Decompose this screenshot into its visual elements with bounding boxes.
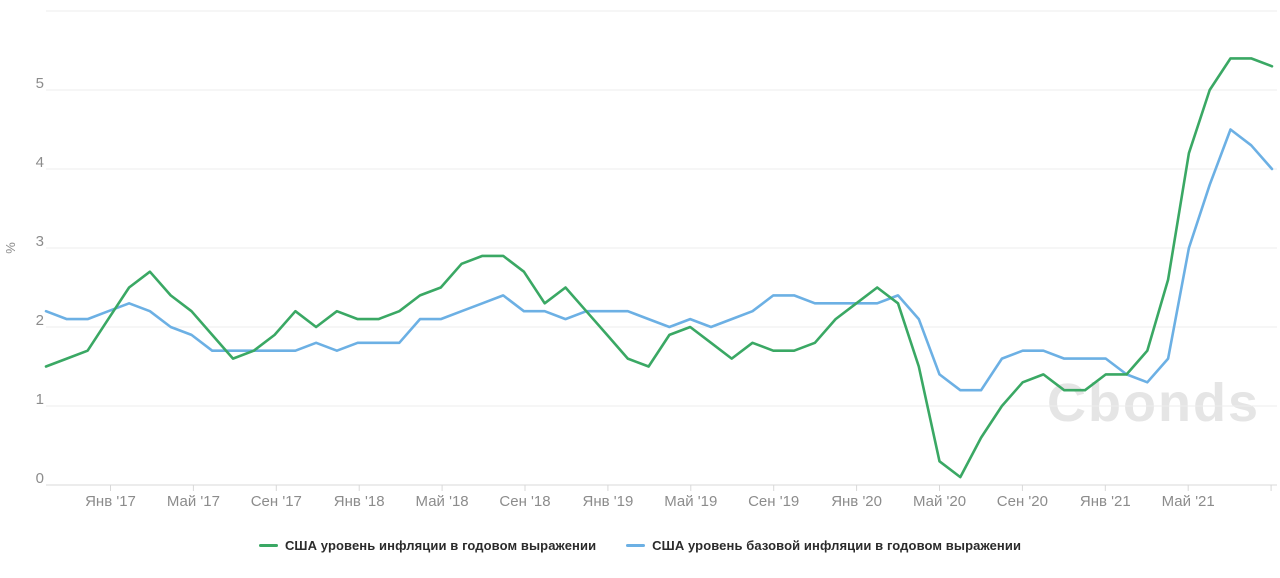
cbonds-watermark: Cbonds (1047, 373, 1260, 433)
x-tick-label: Сен '20 (997, 493, 1048, 510)
x-tick-label: Май '20 (913, 493, 966, 510)
legend-item-inflation[interactable]: США уровень инфляции в годовом выражении (258, 538, 597, 553)
x-tick-label: Янв '18 (334, 493, 385, 510)
x-tick-label: Янв '21 (1080, 493, 1131, 510)
x-tick-label: Янв '19 (582, 493, 633, 510)
x-tick-label: Янв '20 (831, 493, 882, 510)
inflation-line[interactable] (44, 57, 1274, 479)
x-tick-label: Май '17 (167, 493, 220, 510)
legend-label-inflation: США уровень инфляции в годовом выражении (284, 538, 597, 553)
y-tick-label: 4 (36, 154, 44, 171)
x-tick-label: Май '18 (416, 493, 469, 510)
chart-legend: США уровень инфляции в годовом выражении… (0, 538, 1280, 553)
x-tick-label: Янв '17 (85, 493, 136, 510)
inflation-line-swatch-icon (258, 544, 278, 547)
legend-label-core-inflation: США уровень базовой инфляции в годовом в… (652, 538, 1022, 553)
x-tick-label: Сен '17 (251, 493, 302, 510)
legend-item-core-inflation[interactable]: США уровень базовой инфляции в годовом в… (626, 538, 1021, 553)
x-tick-label: Сен '18 (499, 493, 550, 510)
y-tick-label: 0 (36, 470, 44, 487)
y-axis-unit-label: % (3, 242, 18, 254)
core-inflation-line-swatch-icon (626, 544, 646, 547)
y-tick-label: 2 (36, 312, 44, 329)
x-tick-label: Сен '19 (748, 493, 799, 510)
y-tick-label: 1 (36, 391, 44, 408)
y-tick-label: 5 (36, 75, 44, 92)
x-tick-label: Май '19 (664, 493, 717, 510)
y-tick-label: 3 (36, 233, 44, 250)
x-tick-label: Май '21 (1162, 493, 1215, 510)
